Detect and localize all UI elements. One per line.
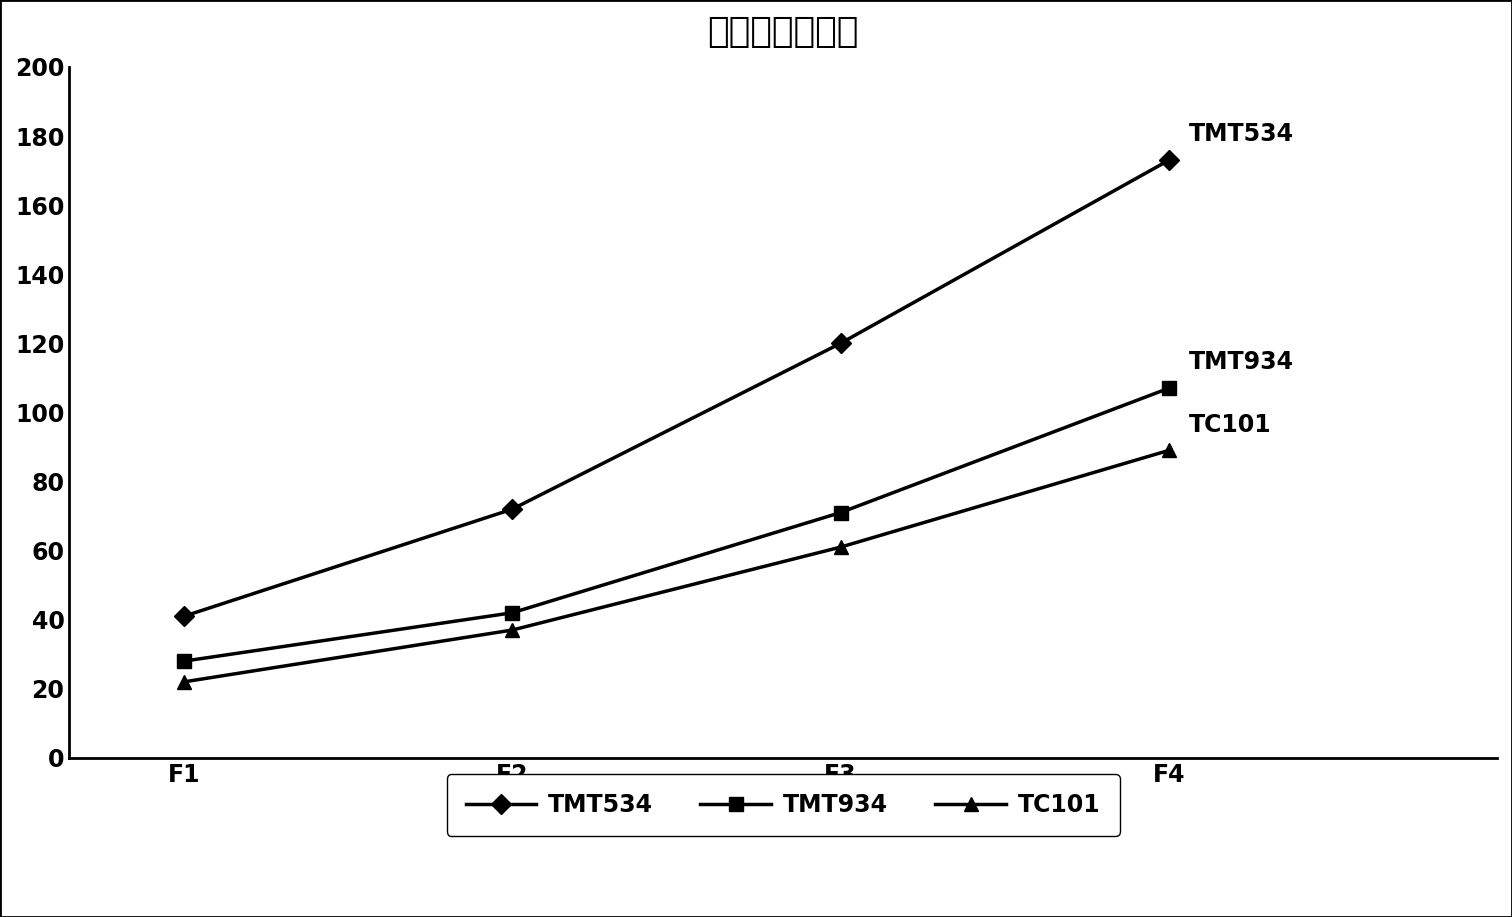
TC101 (503, 624, 522, 635)
Text: TMT534: TMT534 (1188, 123, 1293, 147)
TC101 (175, 677, 194, 688)
Line: TMT534: TMT534 (177, 153, 1176, 624)
Legend: TMT534, TMT934, TC101: TMT534, TMT934, TC101 (446, 774, 1119, 835)
Line: TC101: TC101 (177, 444, 1176, 689)
TMT934 (832, 507, 850, 518)
TC101 (832, 542, 850, 553)
Line: TMT934: TMT934 (177, 381, 1176, 668)
TMT534 (175, 611, 194, 622)
TMT934 (175, 656, 194, 667)
TMT534 (832, 337, 850, 348)
TC101 (1160, 445, 1178, 456)
Title: 可压性对比实验: 可压性对比实验 (708, 15, 859, 49)
TMT534 (1160, 155, 1178, 166)
TMT534 (503, 503, 522, 514)
TMT934 (1160, 382, 1178, 393)
TMT934 (503, 607, 522, 618)
Text: TMT934: TMT934 (1188, 350, 1293, 374)
Text: TC101: TC101 (1188, 413, 1272, 436)
